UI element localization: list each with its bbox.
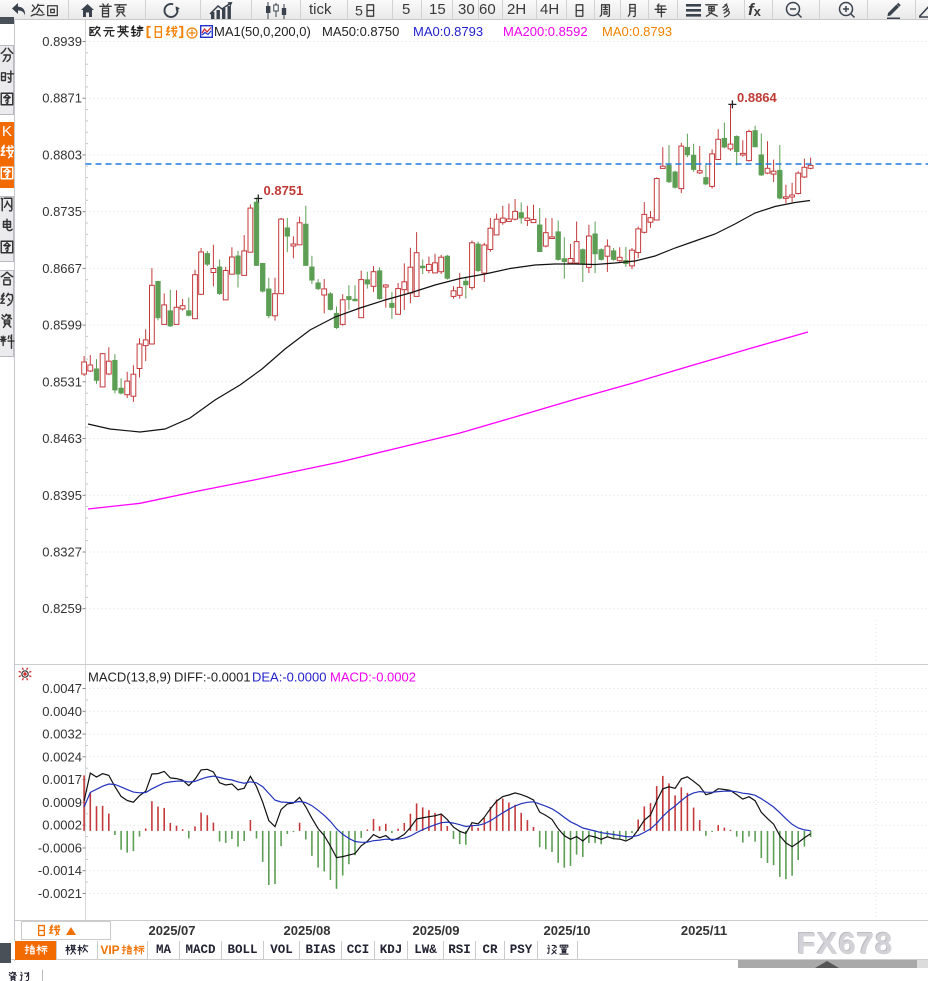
svg-text:0.8751: 0.8751 [264, 183, 304, 198]
svg-text:MA50:0.8750: MA50:0.8750 [322, 24, 399, 39]
svg-text:0.0047: 0.0047 [42, 681, 82, 696]
svg-text:MACD(13,8,9): MACD(13,8,9) [88, 670, 171, 685]
svg-text:DIFF:-0.0001: DIFF:-0.0001 [174, 670, 251, 685]
svg-text:0.0009: 0.0009 [42, 795, 82, 810]
svg-text:2025/10: 2025/10 [544, 923, 591, 938]
svg-text:0.0040: 0.0040 [42, 704, 82, 719]
svg-text:2025/11: 2025/11 [681, 923, 727, 938]
svg-text:0.8803: 0.8803 [42, 147, 82, 162]
svg-text:2025/08: 2025/08 [284, 923, 331, 938]
svg-text:-0.0014: -0.0014 [38, 863, 82, 878]
svg-text:0.8871: 0.8871 [42, 91, 82, 106]
svg-text:K: K [1, 123, 11, 139]
svg-text:0.8735: 0.8735 [42, 204, 82, 219]
svg-text:0.8864: 0.8864 [737, 90, 778, 105]
svg-text:0.8531: 0.8531 [42, 374, 82, 389]
svg-text:0.8259: 0.8259 [42, 601, 82, 616]
svg-text:-0.0021: -0.0021 [38, 886, 82, 901]
svg-text:MA200:0.8592: MA200:0.8592 [503, 24, 588, 39]
svg-text:5: 5 [355, 3, 363, 18]
svg-text:0.0032: 0.0032 [42, 727, 82, 742]
svg-text:-0.0006: -0.0006 [38, 841, 82, 856]
svg-text:0.8939: 0.8939 [42, 34, 82, 49]
svg-text:MA0:0.8793: MA0:0.8793 [413, 24, 483, 39]
svg-text:0.8667: 0.8667 [42, 261, 82, 276]
svg-text:0.0002: 0.0002 [42, 818, 82, 833]
svg-text:MA0:0.8793: MA0:0.8793 [602, 24, 672, 39]
svg-text:0.8599: 0.8599 [42, 318, 82, 333]
svg-text:0.8327: 0.8327 [42, 545, 82, 560]
svg-text:MACD:-0.0002: MACD:-0.0002 [330, 670, 416, 685]
svg-text:2025/07: 2025/07 [149, 923, 196, 938]
svg-text:2025/09: 2025/09 [413, 923, 460, 938]
svg-text:0.0017: 0.0017 [42, 772, 82, 787]
svg-text:0.8463: 0.8463 [42, 431, 82, 446]
svg-text:MA1(50,0,200,0): MA1(50,0,200,0) [214, 24, 311, 39]
svg-text:0.8395: 0.8395 [42, 488, 82, 503]
svg-text:DEA:-0.0000: DEA:-0.0000 [252, 670, 326, 685]
svg-text:0.0024: 0.0024 [42, 749, 82, 764]
